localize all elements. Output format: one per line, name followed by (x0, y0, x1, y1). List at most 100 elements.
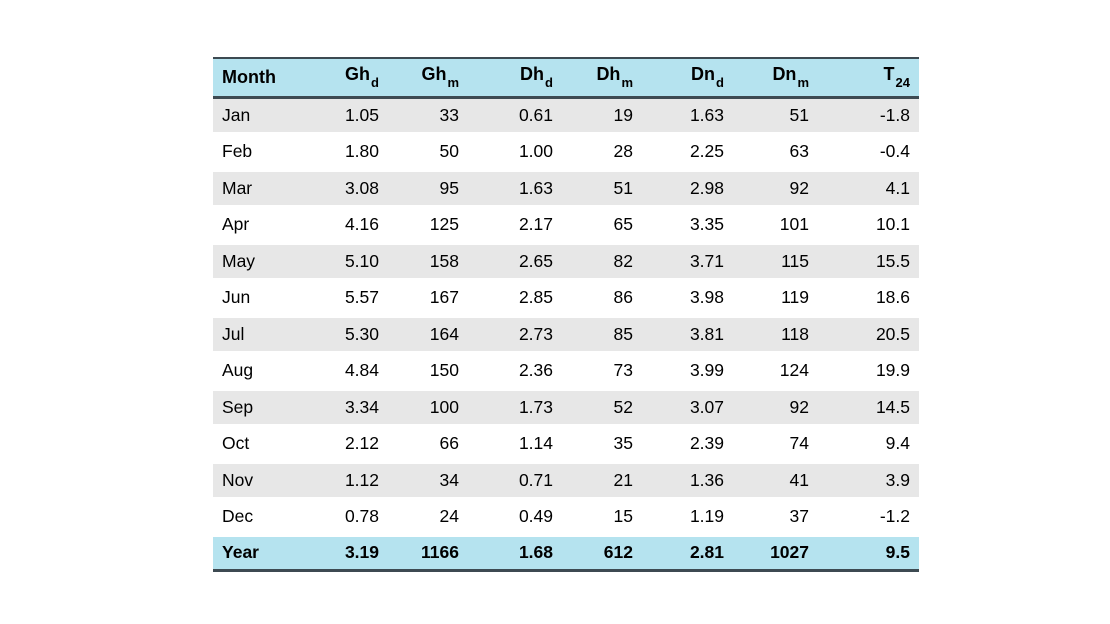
table-row-mar: Mar 3.08 95 1.63 51 2.98 92 4.1 (213, 170, 919, 209)
month-cell: Apr (213, 206, 308, 245)
month-cell: Oct (213, 425, 308, 464)
monthly-climate-table: Month Ghd Ghm Dhd Dhm Dnd Dnm T24 Jan 1.05 33 0.61… (213, 57, 919, 572)
value-cell: 2.98 (642, 170, 733, 209)
value-cell: 19 (562, 97, 642, 136)
value-cell: 3.99 (642, 352, 733, 391)
month-cell: Jul (213, 316, 308, 355)
value-cell: 1.19 (642, 498, 733, 537)
value-cell: 4.84 (308, 352, 388, 391)
value-cell: 66 (388, 425, 468, 464)
value-cell: 2.12 (308, 425, 388, 464)
value-cell: 73 (562, 352, 642, 391)
table-row-jul: Jul 5.30 164 2.73 85 3.81 118 20.5 (213, 316, 919, 355)
value-cell: 34 (388, 462, 468, 501)
value-cell: 3.71 (642, 243, 733, 282)
value-cell: 2.39 (642, 425, 733, 464)
value-cell: 125 (388, 206, 468, 245)
monthly-data-table-container: Month Ghd Ghm Dhd Dhm Dnd Dnm T24 Jan 1.05 33 0.61… (213, 57, 919, 572)
table-row-sep: Sep 3.34 100 1.73 52 3.07 92 14.5 (213, 389, 919, 428)
month-cell: Nov (213, 462, 308, 501)
value-cell: 52 (562, 389, 642, 428)
value-cell: 3.81 (642, 316, 733, 355)
value-cell: -1.8 (818, 97, 919, 136)
value-cell: 1.05 (308, 97, 388, 136)
month-cell: Mar (213, 170, 308, 209)
column-header-dnm: Dnm (733, 57, 818, 99)
value-cell: 2.65 (468, 243, 562, 282)
year-value-cell: 612 (562, 535, 642, 572)
value-cell: 1.63 (642, 97, 733, 136)
value-cell: 115 (733, 243, 818, 282)
column-header-subscript: d (545, 75, 553, 91)
column-header-subscript: d (371, 75, 379, 91)
value-cell: 65 (562, 206, 642, 245)
column-header-label: Dn (691, 64, 716, 85)
value-cell: 2.17 (468, 206, 562, 245)
column-header-month: Month (213, 57, 308, 99)
value-cell: 1.73 (468, 389, 562, 428)
value-cell: 82 (562, 243, 642, 282)
column-header-subscript: m (621, 75, 633, 91)
column-header-dhd: Dhd (468, 57, 562, 99)
value-cell: 4.16 (308, 206, 388, 245)
column-header-t24: T24 (818, 57, 919, 99)
value-cell: 3.08 (308, 170, 388, 209)
year-value-cell: 2.81 (642, 535, 733, 572)
value-cell: 41 (733, 462, 818, 501)
value-cell: 1.63 (468, 170, 562, 209)
value-cell: -1.2 (818, 498, 919, 537)
value-cell: 74 (733, 425, 818, 464)
header-row: Month Ghd Ghm Dhd Dhm Dnd Dnm T24 (213, 57, 919, 99)
column-header-subscript: m (447, 75, 459, 91)
value-cell: 14.5 (818, 389, 919, 428)
year-value-cell: 9.5 (818, 535, 919, 572)
value-cell: 5.57 (308, 279, 388, 318)
value-cell: 118 (733, 316, 818, 355)
value-cell: 5.10 (308, 243, 388, 282)
value-cell: 124 (733, 352, 818, 391)
value-cell: 3.35 (642, 206, 733, 245)
value-cell: 1.36 (642, 462, 733, 501)
value-cell: 51 (733, 97, 818, 136)
value-cell: 4.1 (818, 170, 919, 209)
value-cell: 51 (562, 170, 642, 209)
table-row-oct: Oct 2.12 66 1.14 35 2.39 74 9.4 (213, 425, 919, 464)
value-cell: 101 (733, 206, 818, 245)
month-cell: May (213, 243, 308, 282)
value-cell: 0.61 (468, 97, 562, 136)
value-cell: 10.1 (818, 206, 919, 245)
column-header-subscript: m (797, 75, 809, 91)
value-cell: 0.49 (468, 498, 562, 537)
value-cell: 2.25 (642, 133, 733, 172)
value-cell: 1.80 (308, 133, 388, 172)
value-cell: 5.30 (308, 316, 388, 355)
month-cell: Sep (213, 389, 308, 428)
value-cell: 15 (562, 498, 642, 537)
table-row-aug: Aug 4.84 150 2.36 73 3.99 124 19.9 (213, 352, 919, 391)
value-cell: 1.14 (468, 425, 562, 464)
value-cell: 119 (733, 279, 818, 318)
column-header-dnd: Dnd (642, 57, 733, 99)
year-label-cell: Year (213, 535, 308, 572)
column-header-subscript: 24 (895, 75, 910, 91)
year-value-cell: 3.19 (308, 535, 388, 572)
column-header-label: T (883, 64, 895, 85)
month-cell: Feb (213, 133, 308, 172)
table-row-jun: Jun 5.57 167 2.85 86 3.98 119 18.6 (213, 279, 919, 318)
column-header-label: Gh (345, 64, 371, 85)
month-cell: Jun (213, 279, 308, 318)
value-cell: 63 (733, 133, 818, 172)
month-cell: Aug (213, 352, 308, 391)
year-value-cell: 1166 (388, 535, 468, 572)
year-value-cell: 1.68 (468, 535, 562, 572)
value-cell: 150 (388, 352, 468, 391)
column-header-label: Dh (596, 64, 621, 85)
value-cell: 158 (388, 243, 468, 282)
value-cell: 35 (562, 425, 642, 464)
value-cell: 9.4 (818, 425, 919, 464)
value-cell: 2.73 (468, 316, 562, 355)
value-cell: 1.00 (468, 133, 562, 172)
value-cell: 3.34 (308, 389, 388, 428)
value-cell: 18.6 (818, 279, 919, 318)
value-cell: 2.85 (468, 279, 562, 318)
